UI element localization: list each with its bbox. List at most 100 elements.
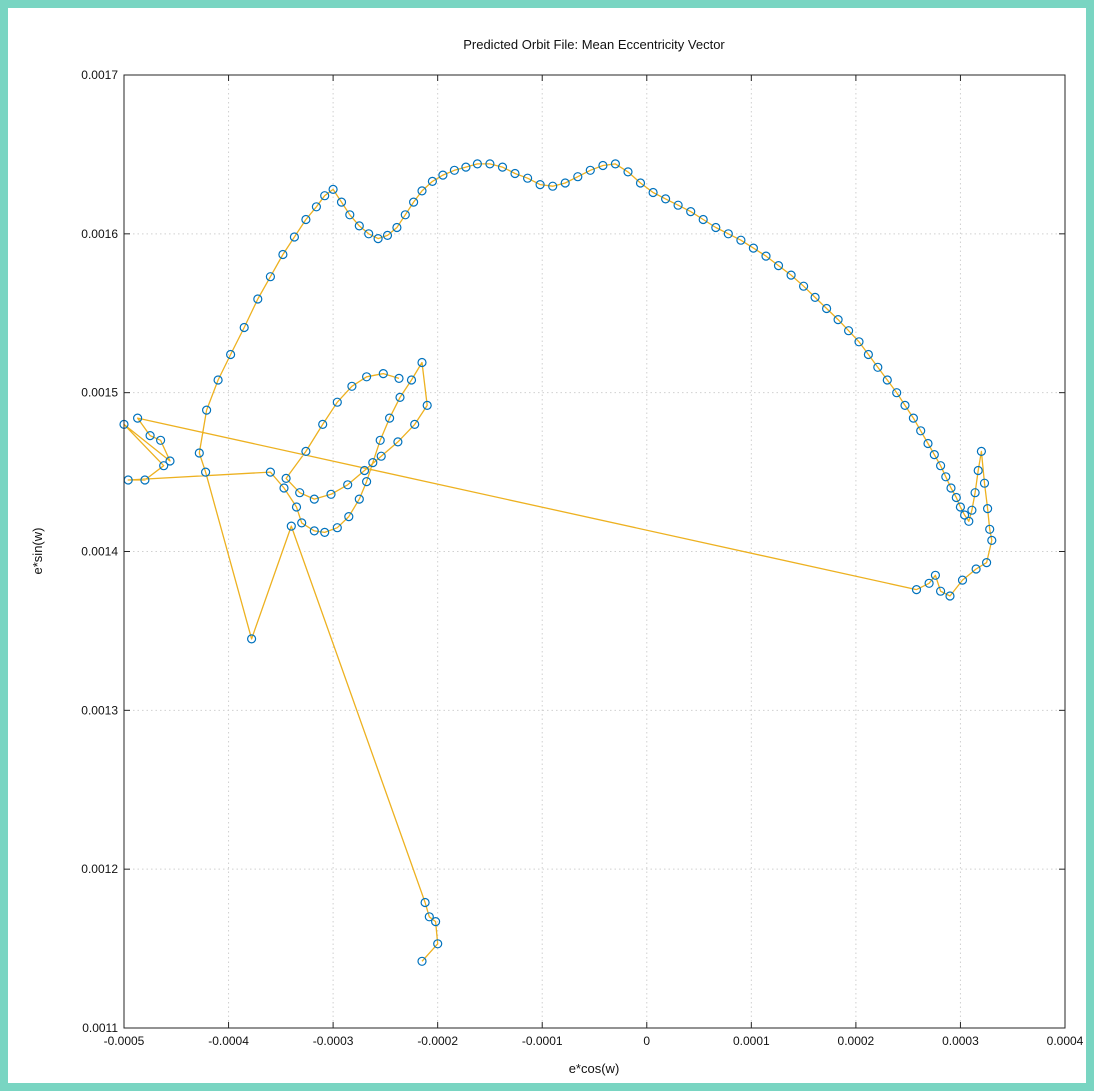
data-point: [202, 405, 212, 415]
data-point: [376, 451, 386, 461]
data-point: [686, 207, 696, 217]
data-point: [382, 230, 393, 240]
y-tick-label: 0.0012: [81, 862, 118, 876]
data-point: [417, 357, 427, 368]
data-point: [924, 578, 934, 588]
data-point: [979, 478, 990, 488]
data-point: [433, 939, 443, 949]
data-point: [711, 222, 721, 233]
data-point: [497, 162, 508, 172]
data-point: [560, 178, 570, 188]
data-point: [982, 504, 993, 514]
y-tick-label: 0.0015: [81, 386, 118, 400]
data-point: [951, 492, 961, 503]
data-point: [253, 294, 263, 304]
data-point: [585, 165, 595, 175]
x-tick-label: 0.0003: [942, 1034, 979, 1048]
x-tick-label: -0.0001: [522, 1034, 563, 1048]
data-point: [332, 523, 342, 533]
data-point: [344, 512, 354, 522]
data-point: [326, 489, 336, 499]
data-point: [309, 494, 319, 504]
data-point: [959, 510, 970, 520]
data-point: [194, 448, 204, 458]
data-point: [422, 400, 432, 410]
data-point: [908, 413, 919, 423]
y-axis-label: e*sin(w): [30, 528, 45, 575]
data-point: [295, 488, 305, 498]
y-tick-labels: 0.0011 0.0012 0.0013 0.0014 0.0015 0.0016 0.00…: [81, 68, 118, 1035]
data-point: [548, 181, 558, 191]
data-point: [748, 243, 759, 253]
data-point: [935, 586, 946, 596]
x-tick-label: 0: [643, 1034, 650, 1048]
trajectory-line: [123, 163, 993, 962]
data-point: [522, 173, 533, 183]
data-point: [964, 516, 974, 526]
data-point: [472, 159, 482, 169]
data-point: [364, 229, 374, 239]
data-point: [461, 162, 471, 172]
data-point: [311, 202, 321, 212]
data-point: [916, 426, 926, 436]
data-point: [226, 349, 236, 360]
data-point: [265, 272, 275, 282]
data-point: [981, 557, 992, 568]
data-point: [976, 446, 987, 456]
data-point: [201, 467, 211, 477]
data-point: [239, 322, 249, 333]
x-tick-label: -0.0003: [313, 1034, 354, 1048]
chart-title: Predicted Orbit File: Mean Eccentricity …: [463, 37, 725, 52]
data-point: [165, 456, 175, 466]
data-point: [309, 526, 319, 536]
data-point: [424, 912, 434, 922]
data-point: [301, 446, 311, 456]
data-point: [301, 214, 311, 225]
x-tick-label: -0.0004: [208, 1034, 249, 1048]
data-point: [286, 521, 296, 531]
data-point: [278, 249, 288, 260]
data-point: [821, 303, 832, 314]
data-point: [336, 197, 347, 207]
x-tick-label: 0.0002: [838, 1034, 875, 1048]
data-point: [843, 326, 854, 336]
y-tick-label: 0.0017: [81, 68, 118, 82]
data-point: [449, 165, 459, 175]
y-tick-label: 0.0014: [81, 545, 118, 559]
axis-ticks: [123, 74, 1066, 1029]
data-point: [946, 483, 956, 493]
data-point: [156, 435, 166, 445]
data-point: [761, 251, 771, 261]
data-point: [930, 570, 941, 580]
data-point: [957, 575, 968, 585]
data-point: [417, 956, 427, 966]
data-point: [375, 435, 385, 445]
data-point: [900, 400, 910, 410]
data-point: [854, 337, 864, 347]
data-point: [967, 505, 977, 515]
data-point: [354, 221, 364, 231]
data-point: [971, 564, 981, 574]
data-point: [973, 465, 983, 476]
data-point: [970, 488, 980, 498]
data-point: [354, 494, 364, 504]
data-point: [892, 388, 902, 398]
data-point: [318, 419, 328, 429]
data-point: [347, 381, 357, 391]
data-point: [987, 535, 997, 546]
data-markers: [119, 159, 997, 966]
data-point: [320, 191, 330, 201]
data-point: [395, 392, 405, 402]
data-point: [291, 502, 302, 512]
x-tick-labels: -0.0005 -0.0004 -0.0003 -0.0002 -0.0001 0 0.00…: [104, 1034, 1084, 1048]
data-point: [941, 472, 951, 482]
data-point: [281, 473, 291, 483]
data-point: [362, 372, 372, 382]
data-point: [417, 186, 427, 196]
data-point: [345, 210, 355, 220]
x-tick-label: -0.0002: [417, 1034, 458, 1048]
data-point: [332, 397, 342, 407]
data-point: [427, 176, 437, 186]
data-point: [945, 591, 955, 601]
y-tick-label: 0.0011: [82, 1021, 118, 1035]
